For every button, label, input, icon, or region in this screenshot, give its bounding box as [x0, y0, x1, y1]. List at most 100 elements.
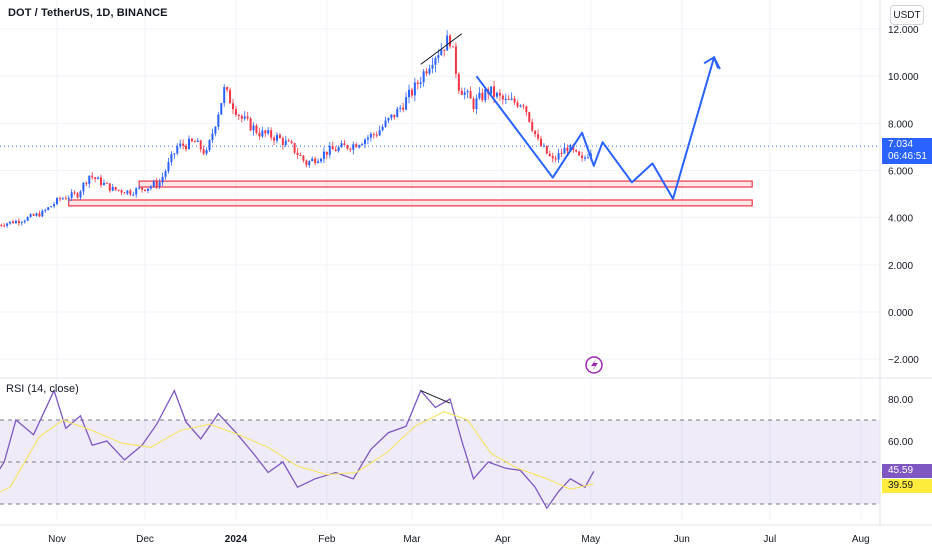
candle-body — [320, 158, 322, 162]
candle-body — [208, 140, 211, 151]
candle-body — [267, 130, 270, 134]
price-tick-label: −2.000 — [888, 355, 919, 366]
candle-body — [47, 207, 50, 210]
candle-body — [240, 115, 243, 119]
candle-body — [346, 145, 349, 149]
candle-body — [557, 153, 560, 160]
candle-body — [214, 126, 217, 134]
candle-body — [173, 153, 176, 155]
candle-body — [578, 151, 581, 156]
candle-body — [123, 192, 126, 194]
time-tick-label: Nov — [48, 534, 66, 545]
candle-body — [498, 92, 501, 96]
candle-body — [425, 71, 428, 74]
projection-arrowhead — [703, 55, 720, 69]
candle-body — [457, 73, 460, 91]
candle-body — [484, 89, 487, 101]
bar-countdown: 06:46:51 — [888, 151, 927, 163]
candle-body — [196, 140, 199, 142]
candle-body — [88, 175, 91, 184]
candle-body — [366, 137, 369, 140]
candle-body — [460, 90, 463, 95]
candle-body — [475, 98, 478, 110]
time-tick-label: Mar — [403, 534, 421, 545]
flash-icon — [585, 356, 603, 374]
candle-body — [349, 148, 352, 150]
candle-body — [97, 177, 100, 180]
candle-body — [361, 144, 364, 146]
candle-body — [252, 125, 255, 131]
candle-body — [82, 182, 85, 192]
candle-body — [378, 130, 381, 136]
candle-body — [308, 161, 311, 166]
candle-body — [428, 68, 431, 74]
candle-body — [493, 86, 496, 97]
candle-body — [452, 46, 454, 48]
candle-body — [202, 149, 205, 154]
candle-body — [437, 55, 440, 59]
candle-body — [405, 97, 408, 110]
candle-body — [261, 130, 264, 137]
candle-body — [67, 198, 70, 200]
candle-body — [61, 198, 64, 200]
candle-body — [167, 162, 170, 172]
candle-body — [144, 189, 146, 191]
rsi-ma-line — [0, 411, 594, 493]
candle-body — [161, 176, 164, 183]
candle-body — [17, 220, 20, 224]
candle-body — [584, 157, 586, 159]
candle-body — [540, 138, 542, 146]
candle-body — [399, 107, 402, 109]
candle-body — [126, 190, 129, 194]
candle-body — [299, 154, 302, 156]
candle-body — [311, 158, 314, 162]
support-zone-lower — [68, 199, 753, 207]
candle-body — [249, 118, 252, 131]
candle-body — [158, 182, 161, 187]
candle-body — [229, 89, 232, 104]
candle-body — [325, 151, 328, 155]
candle-body — [35, 213, 38, 216]
currency-button[interactable]: USDT — [890, 5, 924, 25]
candle-body — [408, 89, 410, 98]
symbol-title: DOT / TetherUS, 1D, BINANCE — [8, 7, 168, 19]
candle-body — [510, 98, 513, 100]
candle-body — [454, 46, 457, 74]
price-tick-label: 0.000 — [888, 308, 913, 319]
candle-body — [328, 146, 331, 155]
candle-body — [334, 149, 337, 152]
candle-body — [20, 222, 23, 224]
candle-body — [431, 64, 434, 69]
candle-body — [56, 198, 58, 205]
candle-body — [542, 145, 545, 147]
candle-body — [120, 190, 123, 193]
candle-body — [551, 156, 554, 159]
candle-body — [217, 114, 220, 127]
candle-body — [507, 98, 510, 100]
candle-body — [586, 157, 589, 159]
candle-body — [284, 140, 287, 145]
last-price-tag: 7.034 06:46:51 — [882, 138, 932, 165]
candle-body — [258, 132, 261, 137]
candle-body — [317, 161, 320, 163]
candle-body — [410, 89, 413, 96]
support-zone-upper — [138, 180, 753, 188]
candle-body — [182, 143, 185, 146]
candle-body — [331, 146, 334, 150]
candle-body — [534, 130, 537, 135]
price-tick-label: 8.000 — [888, 119, 913, 130]
top-trendline — [420, 33, 463, 65]
time-tick-label: Aug — [852, 534, 870, 545]
candle-body — [322, 151, 325, 159]
rsi-indicator-label[interactable]: RSI (14, close) — [6, 383, 79, 395]
candle-body — [108, 183, 111, 191]
candle-body — [554, 158, 557, 160]
time-tick-label: Feb — [318, 534, 336, 545]
price-tick-label: 6.000 — [888, 167, 913, 178]
price-tick-label: 12.000 — [888, 25, 919, 36]
candle-body — [481, 92, 484, 101]
candle-body — [390, 114, 393, 119]
candle-body — [504, 98, 507, 100]
time-tick-label: Dec — [136, 534, 154, 545]
